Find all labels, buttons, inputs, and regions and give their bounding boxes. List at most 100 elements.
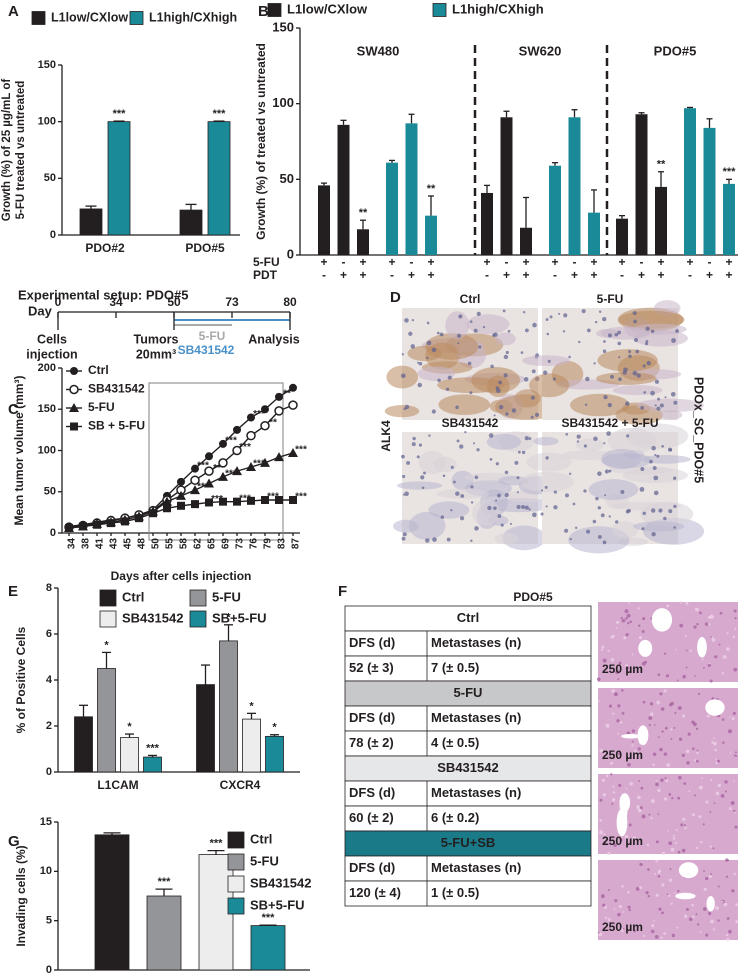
nucleus [410,344,416,349]
liver-texture [684,635,687,638]
liver-texture [687,732,691,736]
liver-texture [663,797,668,801]
x-tick-label: 45 [123,538,134,550]
marker [107,519,115,528]
tissue-region [613,501,682,511]
nucleus [546,332,550,336]
nucleus [426,340,432,346]
significance: *** [146,742,160,754]
nucleus [524,328,529,333]
liver-texture [714,748,717,752]
liver-texture [733,609,737,613]
liver-texture [691,903,694,907]
significance: *** [262,912,276,924]
liver-texture [670,728,673,731]
nucleus [460,516,465,521]
nucleus [426,321,430,325]
y-tick-label: 0 [46,766,52,778]
liver-texture [669,868,672,871]
marker [204,466,214,476]
nucleus [540,512,544,516]
marker [247,496,255,505]
liver-texture [705,800,709,804]
treatment-sign: - [410,255,414,269]
marker [70,367,78,375]
liver-texture [705,876,709,881]
nucleus [497,493,501,498]
liver-texture [704,622,709,626]
y-axis-label: 5-FU treated vs untreated [15,81,27,220]
y-axis-label: % of Positive Cells [14,626,28,733]
liver-texture [661,730,664,733]
event-label: Analysis [248,332,299,346]
liver-texture [734,617,737,620]
group-name: 5-FU+SB [441,835,496,850]
nucleus [568,472,572,476]
y-tick-label: 2 [46,720,52,732]
liver-texture [715,758,718,761]
x-tick-label: 69 [221,538,232,550]
legend-swatch [99,589,117,607]
nucleus [645,326,650,331]
liver-texture [657,875,661,878]
nucleus [446,537,451,542]
liver-texture [733,872,737,876]
table-cell: 1 (± 0.5) [431,885,479,900]
liver-texture [673,726,676,729]
liver-texture [607,889,610,891]
liver-title: PDO#5 [513,590,553,604]
liver-texture [728,929,732,934]
nucleus [640,467,645,471]
tissue-region [486,433,522,450]
nucleus [505,412,509,416]
nucleus [606,431,611,436]
liver-texture [598,932,603,937]
nucleus [496,388,501,394]
liver-texture [695,913,698,916]
tissue-region [502,525,546,551]
liver-texture [636,805,640,809]
nucleus [402,532,407,537]
nucleus [675,329,679,333]
liver-texture [608,668,611,671]
nucleus [464,430,467,434]
tissue-region [418,450,446,475]
nucleus [547,359,551,363]
liver-texture [677,850,681,854]
nucleus [626,434,630,438]
significance: *** [158,876,172,888]
model-label: PDOx_SC_PDO#5 [692,377,706,483]
bar [684,108,696,255]
treatment-sign: - [573,255,577,269]
liver-texture [693,759,697,762]
nucleus [473,442,476,445]
nucleus [470,485,474,489]
nucleus [645,339,649,343]
liver-texture [617,752,621,755]
liver-texture [667,829,669,832]
marker [177,501,185,510]
nucleus [659,403,664,408]
bar [242,718,261,773]
nucleus [458,314,463,319]
nucleus [504,470,509,475]
nucleus [469,391,473,395]
nucleus [445,387,450,391]
marker [219,439,227,448]
liver-texture [648,813,651,816]
liver-texture [629,781,634,786]
marker [163,504,171,513]
marker [218,458,228,468]
histology-label: 5-FU [597,292,624,306]
nucleus [507,329,511,333]
tissue-region [529,373,570,398]
liver-texture [619,838,623,842]
liver-texture [618,905,622,909]
tissue-region [445,311,470,340]
nucleus [493,506,497,510]
table-cell: DFS (d) [349,710,395,725]
liver-texture [612,712,615,715]
nucleus [593,362,596,365]
table-row [344,730,592,757]
liver-texture [614,899,618,903]
